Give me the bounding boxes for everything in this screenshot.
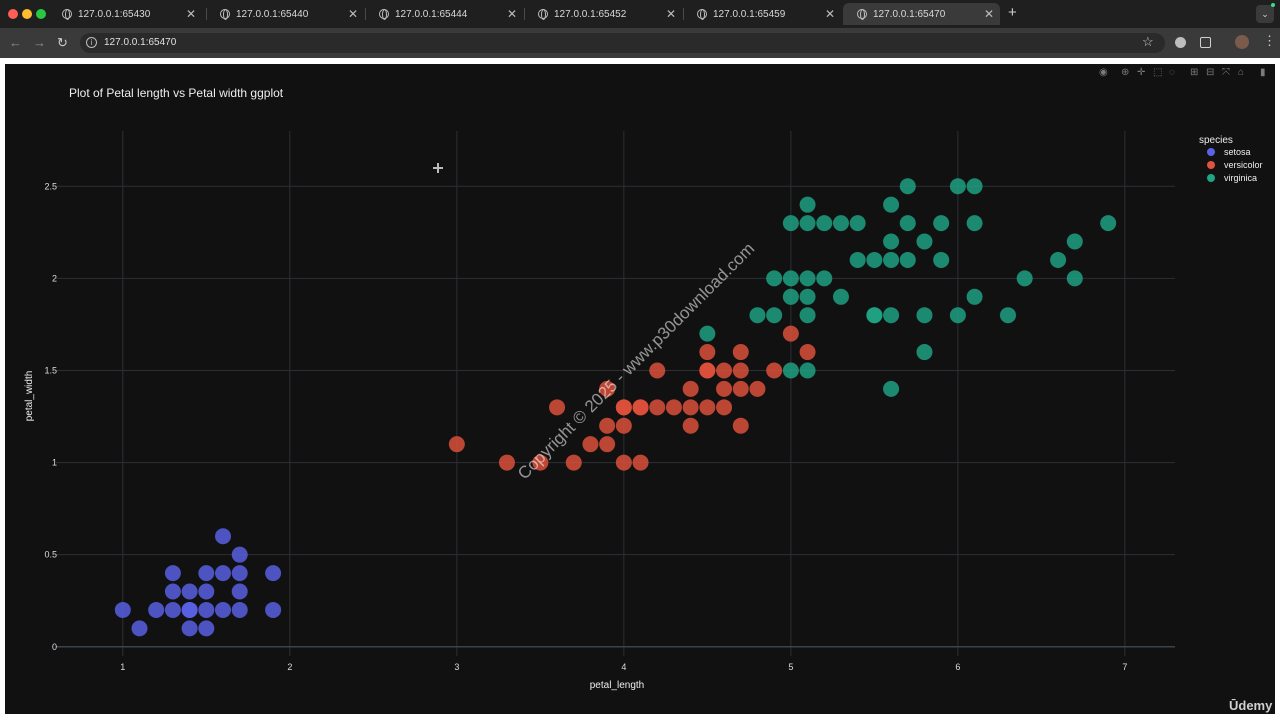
tab-divider [683,8,684,20]
tab-divider [365,8,366,20]
zoom-in-icon[interactable]: ⊞ [1190,67,1199,78]
close-tab-icon[interactable]: ✕ [347,7,358,21]
globe-icon [379,9,389,20]
pan-icon[interactable]: ✛ [1137,67,1146,78]
tab-title: 127.0.0.1:65440 [236,8,309,20]
globe-icon [62,9,72,20]
tab-divider [206,8,207,20]
tab-65430[interactable]: 127.0.0.1:65430 ✕ [48,3,202,25]
box-select-icon[interactable]: ⬚ [1153,67,1163,78]
globe-icon [697,9,707,20]
tab-65452[interactable]: 127.0.0.1:65452 ✕ [524,3,682,25]
plotly-logo-icon[interactable]: ▮ [1260,67,1266,78]
tab-65459[interactable]: 127.0.0.1:65459 ✕ [683,3,841,25]
update-indicator-icon [1271,3,1275,7]
address-bar-url: 127.0.0.1:65470 [104,37,177,48]
bookmark-star-icon[interactable]: ☆ [1142,34,1154,49]
forward-arrow-icon[interactable]: → [33,35,46,50]
zoom-icon[interactable]: ⊕ [1121,67,1130,78]
back-arrow-icon[interactable]: ← [9,35,22,50]
autoscale-icon[interactable]: ⤧ [1222,67,1230,78]
tab-title: 127.0.0.1:65459 [713,8,786,20]
tab-65444[interactable]: 127.0.0.1:65444 ✕ [365,3,523,25]
close-tab-icon[interactable]: ✕ [665,7,676,21]
puzzle-extensions-icon[interactable] [1200,37,1211,48]
profile-avatar[interactable] [1235,35,1249,49]
close-tab-icon[interactable]: ✕ [506,7,517,21]
close-tab-icon[interactable]: ✕ [824,7,835,21]
close-tab-icon[interactable]: ✕ [185,7,196,21]
udemy-logo: Ūdemy [1229,698,1273,713]
tab-title: 127.0.0.1:65470 [873,8,946,20]
globe-icon [220,9,230,20]
globe-icon [538,9,548,20]
tab-bar: 127.0.0.1:65430 ✕ 127.0.0.1:65440 ✕ 127.… [0,0,1280,28]
tab-title: 127.0.0.1:65430 [78,8,151,20]
address-bar[interactable] [80,33,1165,53]
new-tab-button[interactable]: + [1008,4,1017,21]
zoom-out-icon[interactable]: ⊟ [1206,67,1215,78]
camera-icon[interactable]: ◉ [1099,67,1108,78]
tab-65470[interactable]: 127.0.0.1:65470 ✕ [843,3,1000,25]
tab-divider [524,8,525,20]
maximize-window-button[interactable] [36,9,46,19]
lasso-icon[interactable]: ◌ [1169,67,1175,78]
globe-icon [857,9,867,20]
home-icon[interactable]: ⌂ [1238,67,1245,78]
tab-search-button[interactable]: ⌄ [1256,5,1274,23]
tab-65440[interactable]: 127.0.0.1:65440 ✕ [206,3,364,25]
reload-icon[interactable]: ↻ [57,35,68,50]
extension-icon[interactable] [1175,37,1186,48]
tab-title: 127.0.0.1:65452 [554,8,627,20]
site-info-icon[interactable]: i [86,37,97,48]
close-tab-icon[interactable]: ✕ [983,7,994,21]
tab-title: 127.0.0.1:65444 [395,8,468,20]
browser-menu-icon[interactable]: ⋮ [1263,33,1276,48]
plot-container [5,64,1275,714]
close-window-button[interactable] [8,9,18,19]
minimize-window-button[interactable] [22,9,32,19]
